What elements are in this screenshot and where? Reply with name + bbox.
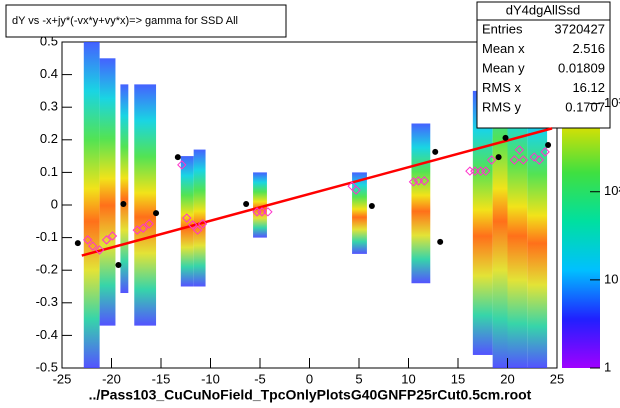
- point: [115, 261, 122, 268]
- stats-name: Entries: [482, 21, 523, 36]
- heatmap-column: [253, 172, 267, 238]
- y-tick-label: -0.4: [36, 327, 58, 342]
- diamond: [514, 145, 525, 155]
- point: [120, 201, 127, 208]
- diamond: [83, 235, 93, 245]
- x-tick-label: -20: [102, 371, 121, 386]
- point: [153, 210, 160, 217]
- z-tick-label: 10²: [604, 183, 620, 198]
- y-tick-label: 0.1: [40, 164, 58, 179]
- stats-value: 0.01809: [558, 60, 605, 75]
- diamond: [87, 241, 98, 251]
- diamond: [540, 147, 550, 157]
- diamond: [408, 177, 419, 187]
- x-tick-label: 20: [500, 371, 514, 386]
- y-tick-label: 0.5: [40, 33, 58, 48]
- diamond: [192, 225, 203, 235]
- x-tick-label: 15: [451, 371, 465, 386]
- diamond: [94, 245, 105, 255]
- point: [502, 134, 509, 141]
- stats-value: 2.516: [572, 41, 605, 56]
- x-tick-label: 25: [550, 371, 564, 386]
- heatmap-column: [411, 123, 431, 284]
- x-tick-label: -5: [254, 371, 266, 386]
- diamond: [197, 219, 208, 229]
- stats-box: [476, 1, 611, 129]
- stats-name: RMS y: [482, 99, 522, 114]
- heatmap-column: [472, 90, 493, 355]
- diamond: [182, 213, 192, 223]
- x-tick-label: 5: [355, 371, 362, 386]
- y-tick-label: 0: [51, 196, 58, 211]
- x-axis-label: ../Pass103_CuCuNoField_TpcOnlyPlotsG40GN…: [89, 387, 532, 403]
- point: [74, 240, 81, 247]
- diamond: [101, 235, 112, 245]
- point: [545, 142, 552, 149]
- point: [437, 238, 444, 245]
- stats-value: 3720427: [554, 21, 605, 36]
- diamond: [486, 155, 497, 165]
- diamond: [107, 231, 118, 241]
- heatmap-column: [507, 74, 528, 368]
- point: [243, 201, 250, 208]
- diamond: [187, 220, 198, 230]
- stats-title: dY4dgAllSsd: [506, 2, 580, 17]
- z-tick-label: 10³: [604, 95, 620, 110]
- y-tick-label: -0.1: [36, 229, 58, 244]
- x-tick-label: -25: [53, 371, 72, 386]
- y-tick-label: -0.3: [36, 294, 58, 309]
- diamond: [144, 219, 154, 229]
- x-tick-label: -15: [152, 371, 171, 386]
- stats-value: 16.12: [572, 80, 605, 95]
- heatmap-column: [527, 90, 548, 369]
- heatmap-column: [120, 84, 129, 294]
- diamond: [138, 223, 148, 233]
- diamond: [419, 176, 430, 186]
- diamond: [263, 207, 273, 217]
- diamond: [177, 160, 187, 170]
- diamond: [534, 155, 544, 165]
- diamond: [481, 166, 491, 176]
- point: [495, 154, 502, 161]
- diamond: [351, 185, 361, 195]
- heatmap-column: [99, 58, 116, 326]
- title-box: [5, 4, 287, 38]
- diamond: [529, 152, 539, 162]
- heatmap-column: [83, 42, 100, 368]
- stats-name: Mean x: [482, 41, 525, 56]
- heatmap-column: [134, 84, 157, 326]
- stats-name: RMS x: [482, 80, 522, 95]
- point: [432, 148, 439, 155]
- y-tick-label: 0.4: [40, 66, 58, 81]
- z-tick-label: 1: [604, 359, 611, 374]
- point: [174, 154, 181, 161]
- heatmap-column: [352, 172, 367, 254]
- chart-title: dY vs -x+jy*(-vx*y+vy*x)=> gamma for SSD…: [12, 15, 238, 27]
- point: [368, 202, 375, 209]
- y-tick-label: -0.5: [36, 359, 58, 374]
- fit-line: [81, 127, 553, 257]
- y-tick-label: 0.3: [40, 99, 58, 114]
- x-tick-label: 10: [401, 371, 415, 386]
- x-tick-label: 0: [306, 371, 313, 386]
- stats-value: 0.1707: [565, 99, 605, 114]
- diamond: [518, 155, 529, 165]
- heatmap-column: [193, 149, 206, 287]
- diamond: [509, 155, 520, 165]
- z-tick-label: 10: [604, 271, 618, 286]
- y-tick-label: -0.2: [36, 262, 58, 277]
- y-tick-label: 0.2: [40, 131, 58, 146]
- x-tick-label: -10: [201, 371, 220, 386]
- stats-name: Mean y: [482, 60, 525, 75]
